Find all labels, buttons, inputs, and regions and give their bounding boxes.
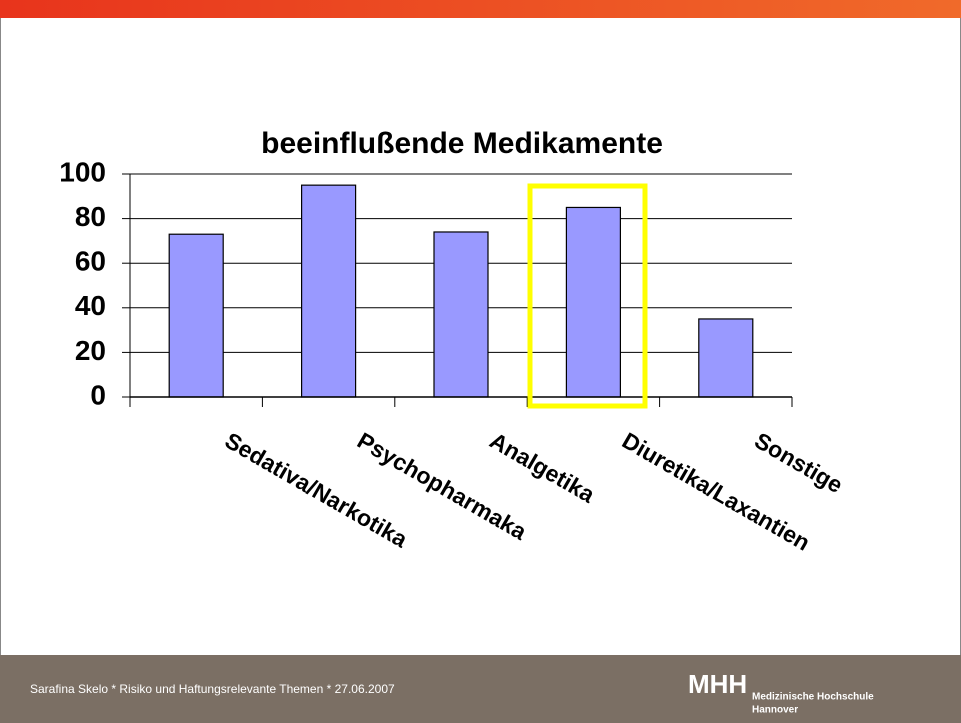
y-tick-label: 60 xyxy=(75,246,106,277)
footer-bar xyxy=(0,655,961,723)
footer-text: Sarafina Skelo * Risiko und Haftungsrele… xyxy=(30,682,395,696)
y-tick-label: 80 xyxy=(75,201,106,232)
y-tick-label: 0 xyxy=(90,379,106,410)
y-tick-label: 20 xyxy=(75,335,106,366)
bar xyxy=(698,318,754,398)
bar xyxy=(168,233,224,398)
y-tick-label: 100 xyxy=(59,156,106,187)
bar xyxy=(565,206,622,398)
logo-sub: Medizinische Hochschule xyxy=(752,692,874,703)
y-tick-label: 40 xyxy=(75,290,106,321)
highlight-box xyxy=(527,183,648,409)
logo: MHH xyxy=(688,669,747,699)
top-bar xyxy=(0,0,961,18)
logo-sub: Hannover xyxy=(752,705,798,716)
bar xyxy=(301,184,357,398)
chart-title: beeinflußende Medikamente xyxy=(261,127,663,160)
bar xyxy=(433,231,489,398)
